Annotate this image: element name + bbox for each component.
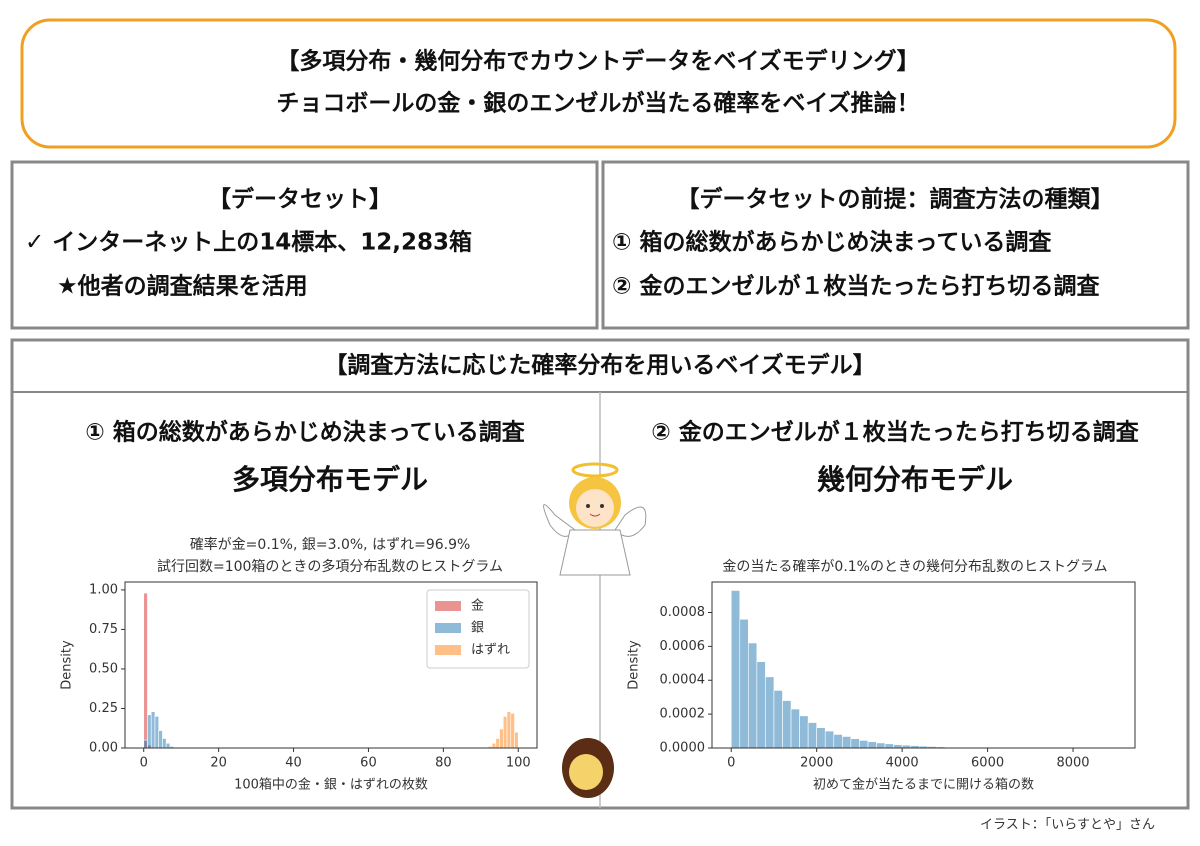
premise-item: ① 箱の総数があらかじめ決まっている調査	[612, 229, 1051, 256]
dataset-box	[10, 160, 599, 330]
angel-illustration	[543, 462, 647, 576]
y-tick-label: 0.0004	[660, 673, 706, 688]
histogram-bar	[730, 590, 741, 749]
histogram-bar	[165, 742, 171, 749]
histogram-bar	[859, 740, 869, 749]
y-tick-label: 0.50	[89, 661, 118, 676]
header-line: チョコボールの金・銀のエンゼルが当たる確率をベイズ推論！	[276, 90, 919, 117]
histogram-bar	[499, 728, 504, 749]
model-name: 多項分布モデル	[232, 463, 428, 496]
histogram-bar	[143, 592, 148, 749]
x-tick-label: 0	[140, 756, 148, 771]
histogram-bar	[506, 711, 512, 749]
x-tick-label: 100	[506, 756, 531, 771]
chart-title: 金の当たる確率が0.1%のときの幾何分布乱数のヒストグラム	[722, 558, 1107, 575]
histogram-bar	[154, 716, 160, 749]
legend-label: 銀	[471, 621, 484, 636]
plot-frame	[124, 581, 538, 749]
histogram-bar	[807, 722, 817, 749]
histogram-bar	[833, 734, 843, 749]
legend-label: 金	[471, 598, 484, 614]
histogram-bar	[790, 708, 800, 749]
x-axis-label: 初めて金が当たるまでに開ける箱の数	[813, 777, 1034, 793]
histogram-bar	[491, 742, 497, 749]
chart-title: 確率が金=0.1%, 銀=3.0%, はずれ=96.9%	[190, 536, 471, 553]
legend-swatch	[435, 623, 461, 633]
histogram-bar	[514, 731, 519, 749]
histogram-bar	[842, 736, 852, 749]
models-title: 【調査方法に応じた確率分布を用いるベイズモデル】	[324, 352, 875, 379]
chart-title: 試行回数=100箱のときの多項分布乱数のヒストグラム	[157, 558, 503, 575]
histogram-bar	[765, 676, 775, 749]
y-tick-label: 0.25	[89, 701, 118, 716]
x-tick-label: 40	[285, 756, 302, 771]
y-tick-label: 0.75	[89, 622, 118, 637]
credit: イラスト：「いらすとや」さん	[980, 818, 1155, 833]
x-tick-label: 0	[727, 756, 735, 771]
y-axis-label: Density	[60, 640, 75, 690]
dataset-title: 【データセット】	[208, 186, 392, 213]
dataset-item: ★他者の調査結果を活用	[57, 273, 308, 300]
premise-item: ② 金のエンゼルが１枚当たったら打ち切る調査	[612, 273, 1099, 300]
header-line: 【多項分布・幾何分布でカウントデータをベイズモデリング】	[276, 48, 919, 75]
histogram-bar	[162, 738, 167, 749]
histogram-bar	[147, 714, 152, 749]
x-tick-label: 8000	[1056, 756, 1089, 771]
histogram-bar	[816, 727, 826, 749]
x-tick-label: 60	[360, 756, 377, 771]
plot-frame	[711, 581, 1136, 749]
premise-box	[601, 160, 1190, 330]
legend-swatch	[435, 601, 461, 611]
histogram-bar	[867, 741, 877, 749]
y-tick-label: 0.0002	[660, 707, 706, 722]
chocolate-illustration	[562, 738, 614, 798]
histogram-bar	[773, 690, 783, 749]
legend-swatch	[435, 645, 461, 655]
histogram-bar	[850, 738, 860, 749]
histogram-bar	[876, 742, 886, 749]
histogram-bar	[502, 716, 508, 749]
histogram-bar	[143, 739, 148, 749]
x-tick-label: 2000	[800, 756, 833, 771]
x-tick-label: 20	[210, 756, 227, 771]
y-tick-label: 1.00	[89, 582, 118, 597]
model-heading: ① 箱の総数があらかじめ決まっている調査	[85, 419, 524, 446]
histogram-bar	[748, 642, 758, 749]
histogram-bar	[884, 743, 894, 749]
y-tick-label: 0.0006	[660, 639, 706, 654]
histogram-bar	[782, 700, 792, 749]
histogram-bar	[799, 715, 809, 749]
legend-label: はずれ	[471, 643, 510, 658]
model-name: 幾何分布モデル	[817, 463, 1013, 496]
y-tick-label: 0.00	[89, 741, 118, 756]
x-tick-label: 4000	[886, 756, 919, 771]
histogram-bar	[824, 730, 835, 749]
histogram-bar	[739, 618, 749, 749]
premise-title: 【データセットの前提：調査方法の種類】	[677, 186, 1114, 213]
histogram-bar	[510, 712, 515, 749]
header-box	[20, 18, 1177, 149]
histogram-bar	[893, 744, 903, 749]
histogram-bar	[756, 661, 766, 749]
model-heading: ② 金のエンゼルが１枚当たったら打ち切る調査	[651, 419, 1138, 446]
y-tick-label: 0.0000	[660, 741, 706, 756]
dataset-item: ✓ インターネット上の14標本、12,283箱	[25, 229, 472, 256]
histogram-bar	[495, 738, 500, 749]
histogram-bar	[158, 730, 163, 749]
histogram-bar	[150, 711, 156, 749]
y-tick-label: 0.0008	[660, 605, 706, 620]
x-axis-label: 100箱中の金・銀・はずれの枚数	[234, 777, 428, 793]
x-tick-label: 6000	[971, 756, 1004, 771]
x-tick-label: 80	[435, 756, 452, 771]
y-axis-label: Density	[627, 640, 642, 690]
